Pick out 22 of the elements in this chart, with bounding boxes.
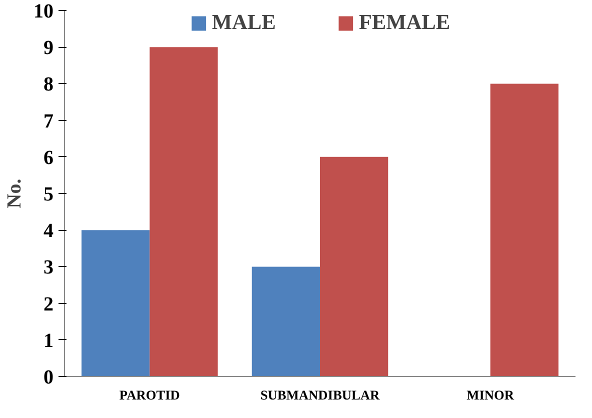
x-tick-label: PAROTID: [119, 388, 180, 402]
legend-label: MALE: [212, 10, 276, 35]
x-tick-label: MINOR: [466, 388, 514, 402]
y-tick-label: 9: [44, 37, 54, 60]
bar: [320, 156, 388, 376]
y-axis-title: No.: [4, 178, 26, 208]
y-tick-label: 0: [44, 366, 54, 388]
y-tick-label: 10: [34, 0, 54, 22]
bar: [82, 230, 150, 376]
legend-label: FEMALE: [358, 10, 450, 35]
y-tick-label: 7: [44, 110, 54, 132]
y-tick-label: 5: [44, 184, 54, 206]
y-tick-label: 6: [44, 146, 54, 169]
y-tick-label: 4: [44, 220, 54, 242]
y-tick-label: 8: [44, 74, 54, 96]
bar: [490, 84, 558, 376]
y-tick-label: 3: [44, 256, 54, 279]
y-tick-label: 1: [44, 330, 54, 352]
y-tick-label: 2: [44, 293, 54, 316]
x-tick-label: SUBMANDIBULAR: [260, 388, 380, 402]
bar: [150, 47, 218, 376]
bar: [252, 266, 320, 376]
